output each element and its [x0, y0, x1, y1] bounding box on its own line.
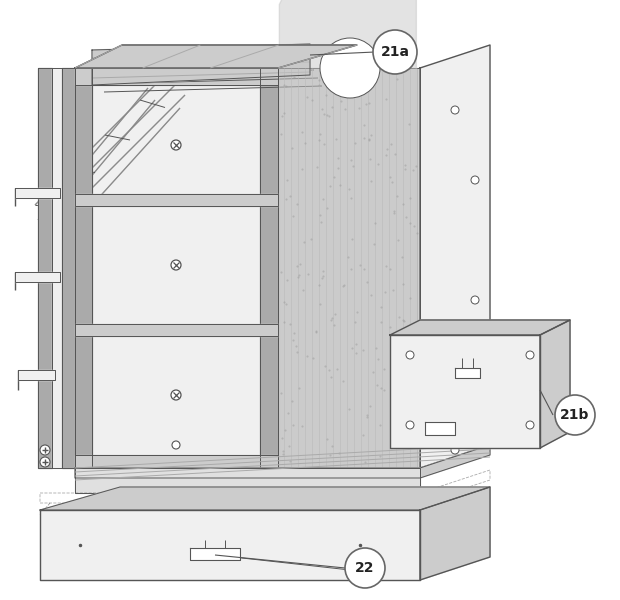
- Polygon shape: [425, 422, 455, 435]
- Polygon shape: [390, 320, 570, 335]
- Circle shape: [40, 445, 50, 455]
- Circle shape: [555, 395, 595, 435]
- Circle shape: [171, 390, 181, 400]
- Circle shape: [471, 176, 479, 184]
- Circle shape: [406, 421, 414, 429]
- Polygon shape: [35, 65, 200, 205]
- Polygon shape: [15, 188, 60, 198]
- Polygon shape: [92, 200, 260, 330]
- Polygon shape: [40, 510, 420, 580]
- Polygon shape: [420, 45, 490, 468]
- Polygon shape: [420, 487, 490, 580]
- Circle shape: [526, 351, 534, 359]
- Circle shape: [451, 106, 459, 114]
- Circle shape: [373, 30, 417, 74]
- Polygon shape: [15, 272, 60, 282]
- Polygon shape: [92, 85, 260, 200]
- Polygon shape: [75, 68, 92, 468]
- Polygon shape: [75, 45, 357, 68]
- Polygon shape: [75, 324, 278, 336]
- Text: eReplacementParts.com: eReplacementParts.com: [234, 293, 386, 307]
- Polygon shape: [75, 445, 490, 478]
- Polygon shape: [62, 68, 75, 468]
- Circle shape: [451, 446, 459, 454]
- Polygon shape: [92, 330, 260, 455]
- Polygon shape: [75, 468, 420, 493]
- Circle shape: [320, 38, 380, 98]
- Polygon shape: [540, 320, 570, 448]
- Circle shape: [40, 457, 50, 467]
- Circle shape: [171, 140, 181, 150]
- Circle shape: [172, 441, 180, 449]
- Polygon shape: [38, 68, 52, 468]
- Circle shape: [345, 548, 385, 588]
- Polygon shape: [40, 487, 490, 510]
- Polygon shape: [190, 548, 240, 560]
- Text: 21a: 21a: [381, 45, 409, 59]
- Polygon shape: [75, 194, 278, 206]
- Circle shape: [171, 260, 181, 270]
- Polygon shape: [390, 335, 540, 448]
- Circle shape: [406, 351, 414, 359]
- Text: 22: 22: [355, 561, 374, 575]
- Text: 21b: 21b: [560, 408, 590, 422]
- Polygon shape: [92, 44, 310, 85]
- Polygon shape: [75, 68, 278, 85]
- Polygon shape: [18, 370, 55, 380]
- Circle shape: [471, 396, 479, 404]
- Circle shape: [526, 421, 534, 429]
- Polygon shape: [455, 368, 480, 378]
- Polygon shape: [52, 68, 62, 468]
- Polygon shape: [278, 68, 420, 468]
- Polygon shape: [75, 455, 278, 468]
- Circle shape: [471, 296, 479, 304]
- Polygon shape: [260, 68, 278, 468]
